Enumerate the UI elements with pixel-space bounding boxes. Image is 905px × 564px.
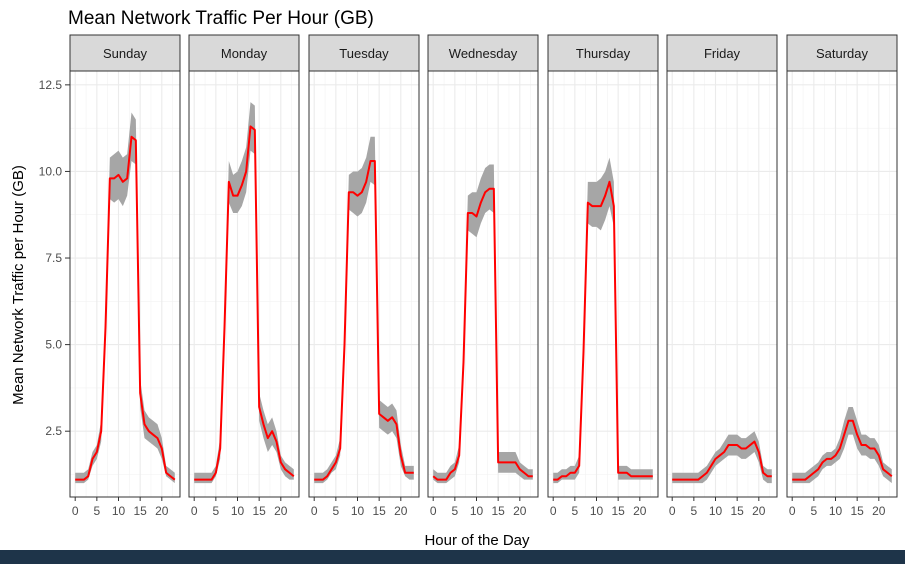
panel-background bbox=[548, 71, 658, 497]
panel-background bbox=[667, 71, 777, 497]
x-tick-label: 5 bbox=[333, 504, 340, 518]
x-tick-label: 5 bbox=[811, 504, 818, 518]
x-tick-label: 15 bbox=[850, 504, 864, 518]
facet-strip-label: Sunday bbox=[103, 46, 148, 61]
facet-strip bbox=[69, 34, 181, 72]
panel-background bbox=[309, 71, 419, 497]
x-tick-label: 20 bbox=[633, 504, 647, 518]
chart-title: Mean Network Traffic Per Hour (GB) bbox=[68, 8, 374, 29]
mean-line bbox=[314, 160, 414, 481]
confidence-band bbox=[314, 136, 414, 484]
facet-strip bbox=[547, 34, 659, 72]
y-tick-label: 7.5 bbox=[45, 251, 62, 265]
x-tick-label: 20 bbox=[872, 504, 886, 518]
x-tick-label: 0 bbox=[550, 504, 557, 518]
facet-strip-label: Thursday bbox=[576, 46, 631, 61]
x-tick-label: 0 bbox=[72, 504, 79, 518]
facet-panel-wednesday: Wednesday 0 5 10 15 20 bbox=[427, 34, 539, 518]
facet-panel-monday: Monday 0 5 10 15 20 bbox=[188, 34, 300, 518]
x-tick-label: 20 bbox=[752, 504, 766, 518]
x-tick-label: 10 bbox=[829, 504, 843, 518]
x-tick-label: 10 bbox=[112, 504, 126, 518]
mean-line bbox=[75, 135, 176, 481]
panel-border bbox=[308, 70, 420, 498]
x-tick-label: 10 bbox=[590, 504, 604, 518]
y-tick-label: 2.5 bbox=[45, 424, 62, 438]
x-tick-label: 15 bbox=[252, 504, 266, 518]
facet-strip-label: Wednesday bbox=[449, 46, 518, 61]
x-tick-label: 0 bbox=[191, 504, 198, 518]
facet-strip bbox=[427, 34, 539, 72]
facet-strip bbox=[308, 34, 420, 72]
facet-strip-label: Tuesday bbox=[339, 46, 389, 61]
x-tick-label: 10 bbox=[709, 504, 723, 518]
x-tick-label: 10 bbox=[351, 504, 365, 518]
x-tick-label: 5 bbox=[213, 504, 220, 518]
mean-line bbox=[672, 440, 772, 481]
panel-background bbox=[189, 71, 299, 497]
panel-border bbox=[188, 70, 300, 498]
panel-background bbox=[428, 71, 538, 497]
x-tick-label: 15 bbox=[491, 504, 505, 518]
facet-panels: Sunday 0 5 10 15 20 Monday 0 5 10 15 20 Tuesday 0 5 10 1… bbox=[69, 34, 898, 518]
x-tick-label: 20 bbox=[513, 504, 527, 518]
confidence-band bbox=[792, 406, 892, 484]
y-axis-title: Mean Network Traffic per Hour (GB) bbox=[10, 165, 27, 405]
x-tick-label: 15 bbox=[372, 504, 386, 518]
x-tick-label: 20 bbox=[394, 504, 408, 518]
x-tick-label: 15 bbox=[611, 504, 625, 518]
grid-lines bbox=[787, 71, 897, 497]
x-tick-label: 0 bbox=[430, 504, 437, 518]
faceted-line-chart: Mean Network Traffic Per Hour (GB) Mean … bbox=[10, 8, 898, 549]
y-tick-label: 5.0 bbox=[45, 338, 62, 352]
x-tick-label: 5 bbox=[452, 504, 459, 518]
x-tick-label: 0 bbox=[311, 504, 318, 518]
bottom-bar bbox=[0, 550, 905, 564]
grid-lines bbox=[189, 71, 299, 497]
grid-lines bbox=[667, 71, 777, 497]
facet-panel-saturday: Saturday 0 5 10 15 20 bbox=[786, 34, 898, 518]
panel-border bbox=[427, 70, 539, 498]
x-tick-label: 5 bbox=[691, 504, 698, 518]
x-tick-label: 10 bbox=[231, 504, 245, 518]
x-tick-label: 20 bbox=[155, 504, 169, 518]
facet-strip-label: Saturday bbox=[816, 46, 869, 61]
x-axis-title: Hour of the Day bbox=[424, 532, 530, 549]
x-tick-label: 0 bbox=[669, 504, 676, 518]
x-tick-label: 15 bbox=[730, 504, 744, 518]
facet-strip bbox=[786, 34, 898, 72]
panel-border bbox=[786, 70, 898, 498]
x-tick-label: 5 bbox=[572, 504, 579, 518]
x-tick-label: 0 bbox=[789, 504, 796, 518]
panel-border bbox=[666, 70, 778, 498]
facet-panel-sunday: Sunday 0 5 10 15 20 bbox=[69, 34, 181, 518]
panel-border bbox=[547, 70, 659, 498]
x-tick-label: 10 bbox=[470, 504, 484, 518]
facet-strip bbox=[666, 34, 778, 72]
x-tick-label: 20 bbox=[274, 504, 288, 518]
facet-panel-friday: Friday 0 5 10 15 20 bbox=[666, 34, 778, 518]
confidence-band bbox=[75, 112, 175, 484]
y-tick-label: 12.5 bbox=[39, 78, 63, 92]
mean-line bbox=[792, 419, 893, 481]
x-tick-label: 5 bbox=[94, 504, 101, 518]
confidence-band bbox=[553, 157, 653, 484]
facet-panel-tuesday: Tuesday 0 5 10 15 20 bbox=[308, 34, 420, 518]
facet-strip-label: Monday bbox=[221, 46, 268, 61]
mean-line bbox=[553, 180, 653, 481]
y-tick-label: 10.0 bbox=[39, 164, 63, 178]
panel-background bbox=[70, 71, 180, 497]
x-tick-label: 15 bbox=[133, 504, 147, 518]
grid-lines bbox=[70, 71, 180, 497]
panel-border bbox=[69, 70, 181, 498]
mean-line bbox=[432, 187, 533, 481]
facet-panel-thursday: Thursday 0 5 10 15 20 bbox=[547, 34, 659, 518]
facet-strip bbox=[188, 34, 300, 72]
confidence-band bbox=[672, 431, 772, 484]
y-axis: 2.5 5.0 7.5 10.0 12.5 bbox=[39, 78, 70, 438]
facet-strip-label: Friday bbox=[704, 46, 741, 61]
mean-line bbox=[194, 125, 295, 481]
